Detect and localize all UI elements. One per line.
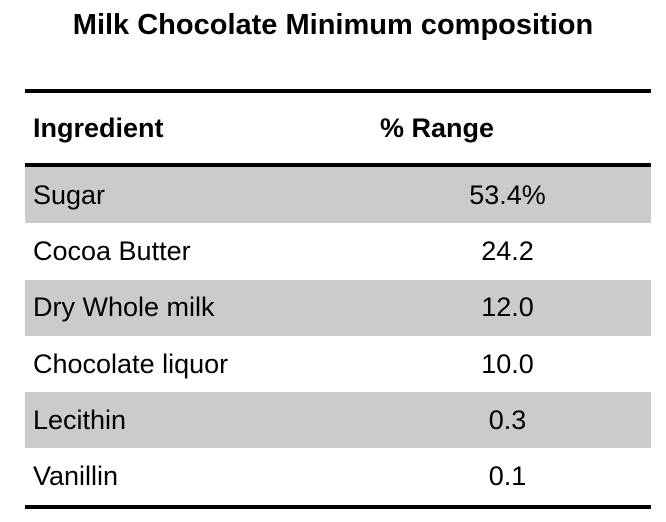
range-cell: 0.3 (488, 404, 527, 435)
table-row-cocoa-butter: Cocoa Butter 24.2 (25, 223, 651, 279)
ingredient-cell: Dry Whole milk (33, 292, 215, 323)
table-row-vanillin: Vanillin 0.1 (25, 448, 651, 504)
ingredient-cell: Chocolate liquor (33, 348, 229, 379)
table-title: Milk Chocolate Minimum composition (72, 9, 594, 41)
table-row-lecithin: Lecithin 0.3 (25, 392, 651, 449)
table-row-dry-whole-milk: Dry Whole milk 12.0 (25, 279, 651, 336)
top-rule-divider (25, 89, 651, 93)
header-rule-divider (25, 163, 651, 167)
table-row-chocolate-liquor: Chocolate liquor 10.0 (25, 336, 651, 392)
range-cell: 0.1 (488, 461, 527, 492)
composition-table: Ingredient % Range Sugar 53.4% Cocoa But… (25, 89, 651, 509)
ingredient-cell: Lecithin (33, 404, 127, 435)
range-cell: 24.2 (481, 235, 534, 266)
bottom-rule-divider (25, 504, 651, 509)
ingredient-cell: Cocoa Butter (33, 235, 191, 266)
ingredient-cell: Vanillin (33, 461, 119, 492)
range-cell: 53.4% (469, 179, 546, 210)
table-header-row: Ingredient % Range (25, 93, 651, 163)
ingredient-cell: Sugar (33, 179, 106, 210)
range-cell: 10.0 (481, 348, 534, 379)
column-header-range: % Range (379, 112, 495, 143)
range-cell: 12.0 (481, 292, 534, 323)
column-header-ingredient: Ingredient (33, 112, 164, 143)
table-row-sugar: Sugar 53.4% (25, 167, 651, 224)
